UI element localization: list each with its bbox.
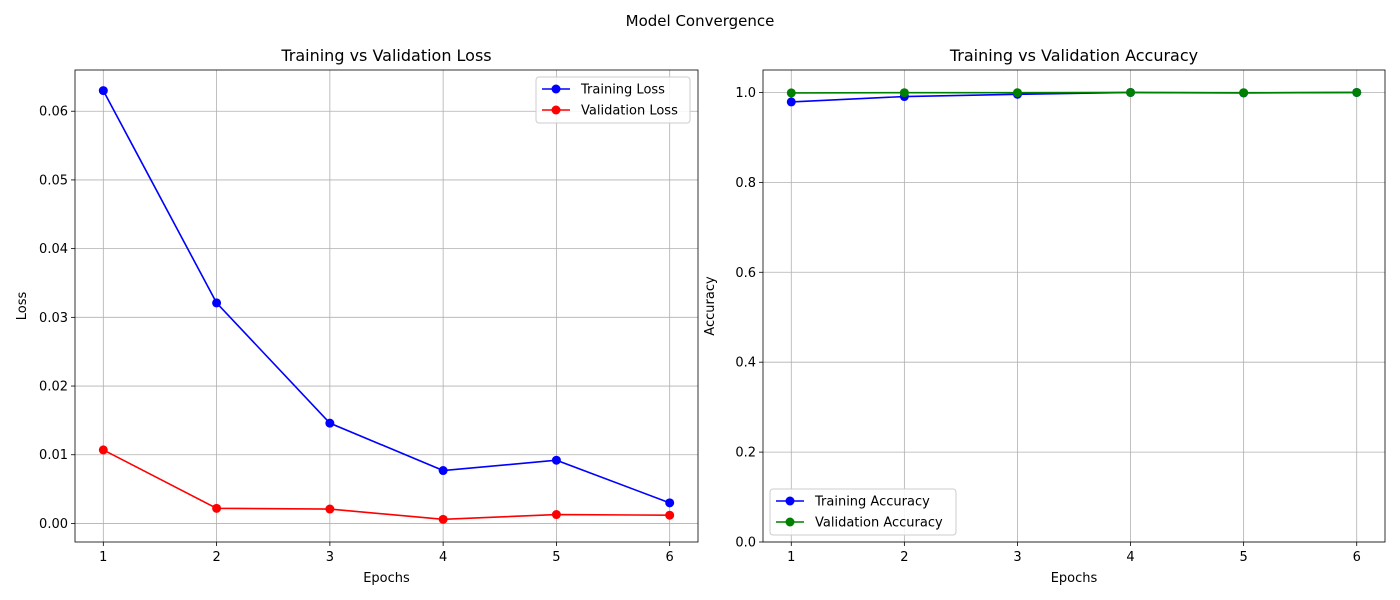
loss-y-tick-label: 0.04 — [39, 242, 68, 257]
accuracy-legend: Training Accuracy Validation Accuracy — [769, 488, 957, 536]
loss-data-point — [98, 445, 108, 455]
loss-y-tick-label: 0.00 — [39, 517, 68, 532]
accuracy-y-tick-label: 0.8 — [735, 176, 756, 191]
loss-data-point — [325, 418, 335, 428]
accuracy-legend-label: Training Accuracy — [814, 495, 930, 510]
loss-y-tick-label: 0.05 — [39, 173, 68, 188]
loss-chart-title: Training vs Validation Loss — [280, 46, 491, 65]
loss-data-point — [438, 466, 448, 476]
loss-y-axis-label: Loss — [15, 292, 30, 321]
loss-legend-swatch-marker — [551, 84, 561, 94]
loss-x-tick-label: 1 — [99, 550, 107, 565]
accuracy-data-point — [786, 97, 796, 107]
accuracy-data-point — [1012, 88, 1022, 98]
loss-legend-label: Validation Loss — [581, 104, 678, 119]
accuracy-y-tick-label: 0.4 — [735, 356, 756, 371]
accuracy-grid — [763, 70, 1385, 543]
loss-data-point — [551, 455, 561, 465]
accuracy-legend-box — [769, 488, 957, 536]
loss-y-tick-label: 0.01 — [39, 448, 68, 463]
loss-x-tick-label: 6 — [666, 550, 674, 565]
loss-x-axis-label: Epochs — [363, 571, 410, 586]
accuracy-x-tick-label: 2 — [900, 550, 908, 565]
loss-series-line — [102, 449, 670, 521]
loss-data-point — [98, 86, 108, 96]
accuracy-chart: 1 2 3 4 5 6 0.0 0.2 0.4 0.6 0.8 1.0 Training vs Vali… — [703, 46, 1386, 586]
loss-y-tick-label: 0.02 — [39, 380, 68, 395]
accuracy-data-point — [1126, 87, 1136, 97]
loss-data-point — [212, 503, 222, 513]
loss-series-1 — [98, 445, 675, 524]
accuracy-x-tick-label: 1 — [787, 550, 795, 565]
loss-x-tick-label: 4 — [439, 550, 447, 565]
loss-legend: Training Loss Validation Loss — [535, 76, 691, 124]
accuracy-data-point — [1239, 88, 1249, 98]
loss-data-point — [325, 504, 335, 514]
accuracy-x-tick-label: 3 — [1013, 550, 1021, 565]
accuracy-legend-swatch-marker — [785, 517, 795, 527]
loss-data-point — [438, 514, 448, 524]
loss-series-0 — [98, 86, 675, 508]
accuracy-data-point — [1352, 87, 1362, 97]
loss-legend-box — [535, 76, 691, 124]
accuracy-plot-frame — [762, 69, 1386, 543]
loss-x-tick-label: 3 — [326, 550, 334, 565]
loss-series-line — [102, 90, 670, 504]
loss-x-tick-label: 5 — [552, 550, 560, 565]
accuracy-x-tick-label: 5 — [1239, 550, 1247, 565]
loss-data-point — [665, 510, 675, 520]
loss-data-point — [665, 498, 675, 508]
accuracy-data-point — [786, 88, 796, 98]
accuracy-series-1 — [786, 87, 1362, 98]
figure-suptitle: Model Convergence — [626, 12, 775, 30]
accuracy-y-axis-label: Accuracy — [703, 276, 718, 336]
loss-y-tick-label: 0.06 — [39, 105, 68, 120]
loss-legend-label: Training Loss — [580, 83, 665, 98]
loss-plot-frame — [74, 69, 699, 543]
accuracy-y-tick-label: 1.0 — [735, 86, 756, 101]
loss-legend-swatch-marker — [551, 105, 561, 115]
accuracy-chart-title: Training vs Validation Accuracy — [949, 46, 1198, 65]
accuracy-y-tick-label: 0.0 — [735, 536, 756, 551]
accuracy-x-axis-label: Epochs — [1051, 571, 1098, 586]
accuracy-legend-label: Validation Accuracy — [815, 516, 943, 531]
loss-data-point — [551, 510, 561, 520]
accuracy-legend-swatch-marker — [785, 496, 795, 506]
accuracy-data-point — [899, 88, 909, 98]
accuracy-x-tick-label: 6 — [1353, 550, 1361, 565]
loss-y-tick-label: 0.03 — [39, 311, 68, 326]
loss-data-point — [212, 298, 222, 308]
accuracy-x-tick-label: 4 — [1126, 550, 1134, 565]
accuracy-y-tick-label: 0.6 — [735, 266, 756, 281]
loss-chart: 1 2 3 4 5 6 0.00 0.01 0.02 0.03 0.04 0.05 0.06 Traini… — [15, 46, 699, 586]
loss-x-tick-label: 2 — [212, 550, 220, 565]
accuracy-y-tick-label: 0.2 — [735, 446, 756, 461]
